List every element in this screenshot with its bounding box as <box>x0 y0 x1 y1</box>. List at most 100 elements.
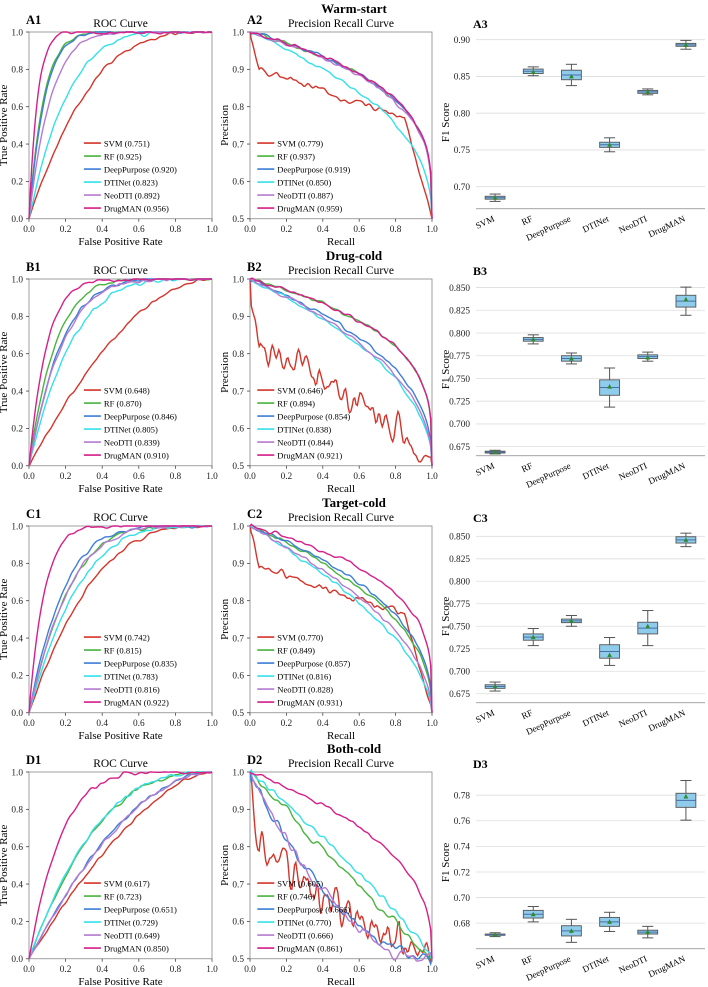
svg-text:0.825: 0.825 <box>449 306 470 316</box>
svg-text:0.4: 0.4 <box>317 225 329 235</box>
svg-text:0.8: 0.8 <box>390 965 402 975</box>
svg-text:0.8: 0.8 <box>170 718 182 728</box>
svg-text:0.6: 0.6 <box>11 350 23 360</box>
svg-text:0.0: 0.0 <box>11 955 23 965</box>
svg-text:0.9: 0.9 <box>232 312 244 322</box>
svg-text:0.8: 0.8 <box>390 225 402 235</box>
svg-text:0.850: 0.850 <box>449 284 470 294</box>
svg-text:0.4: 0.4 <box>317 472 329 482</box>
svg-text:Precision Recall Curve: Precision Recall Curve <box>288 512 394 524</box>
svg-text:0.0: 0.0 <box>244 225 256 235</box>
svg-text:A2: A2 <box>247 13 262 27</box>
svg-text:A3: A3 <box>473 17 488 31</box>
svg-text:NeoDTI: NeoDTI <box>617 460 648 482</box>
svg-text:0.8: 0.8 <box>232 843 244 853</box>
svg-text:Target-cold: Target-cold <box>322 495 387 510</box>
svg-text:1.0: 1.0 <box>206 718 218 728</box>
svg-text:Precision: Precision <box>219 104 231 145</box>
svg-text:RF (0.849): RF (0.849) <box>277 645 315 655</box>
svg-text:F1 Score: F1 Score <box>440 349 452 389</box>
svg-text:0.70: 0.70 <box>454 183 471 193</box>
svg-text:0.8: 0.8 <box>11 312 23 322</box>
svg-text:0.0: 0.0 <box>23 718 35 728</box>
svg-text:SVM: SVM <box>474 460 496 477</box>
svg-text:SVM: SVM <box>474 954 496 971</box>
svg-text:0.8: 0.8 <box>390 472 402 482</box>
svg-text:F1 Score: F1 Score <box>440 103 452 143</box>
svg-text:0.750: 0.750 <box>449 622 470 632</box>
svg-text:ROC Curve: ROC Curve <box>93 758 148 770</box>
svg-text:Recall: Recall <box>327 483 355 494</box>
svg-text:0.6: 0.6 <box>133 965 145 975</box>
svg-text:DrugMAN: DrugMAN <box>647 707 687 733</box>
svg-text:NeoDTI (0.844): NeoDTI (0.844) <box>277 437 333 447</box>
svg-text:0.74: 0.74 <box>454 843 471 853</box>
svg-text:0.4: 0.4 <box>317 965 329 975</box>
svg-text:RF (0.925): RF (0.925) <box>104 151 142 161</box>
svg-text:0.6: 0.6 <box>353 225 365 235</box>
svg-text:0.6: 0.6 <box>133 225 145 235</box>
svg-text:DTINet (0.770): DTINet (0.770) <box>277 918 331 928</box>
svg-text:1.0: 1.0 <box>11 275 23 285</box>
svg-text:DTINet: DTINet <box>581 213 611 234</box>
svg-text:D3: D3 <box>473 757 488 771</box>
svg-text:0.5: 0.5 <box>232 709 244 719</box>
svg-text:1.0: 1.0 <box>11 769 23 779</box>
svg-text:0.5: 0.5 <box>232 215 244 225</box>
svg-text:0.8: 0.8 <box>232 103 244 113</box>
svg-text:True Positive Rate: True Positive Rate <box>0 825 10 907</box>
svg-text:True Positive Rate: True Positive Rate <box>0 331 10 413</box>
svg-text:0.9: 0.9 <box>232 806 244 816</box>
svg-text:0.6: 0.6 <box>133 718 145 728</box>
svg-text:0.8: 0.8 <box>170 225 182 235</box>
svg-text:0.5: 0.5 <box>232 955 244 965</box>
svg-text:1.0: 1.0 <box>232 769 244 779</box>
svg-text:0.8: 0.8 <box>170 965 182 975</box>
svg-text:0.700: 0.700 <box>449 420 470 430</box>
svg-text:1.0: 1.0 <box>206 965 218 975</box>
svg-text:0.2: 0.2 <box>281 718 293 728</box>
svg-text:NeoDTI (0.666): NeoDTI (0.666) <box>277 931 333 941</box>
svg-text:Precision Recall Curve: Precision Recall Curve <box>288 18 394 30</box>
svg-text:NeoDTI (0.839): NeoDTI (0.839) <box>104 437 160 447</box>
svg-text:C1: C1 <box>26 507 41 521</box>
svg-text:0.4: 0.4 <box>96 225 108 235</box>
svg-text:0.800: 0.800 <box>449 329 470 339</box>
svg-text:DeepPurpose (0.835): DeepPurpose (0.835) <box>104 658 177 668</box>
svg-text:1.0: 1.0 <box>426 718 438 728</box>
svg-text:0.0: 0.0 <box>23 965 35 975</box>
svg-text:0.0: 0.0 <box>244 718 256 728</box>
svg-text:0.0: 0.0 <box>11 462 23 472</box>
svg-text:0.78: 0.78 <box>454 792 471 802</box>
svg-text:0.7: 0.7 <box>232 140 244 150</box>
svg-text:RF: RF <box>520 707 534 721</box>
svg-text:F1 Score: F1 Score <box>440 843 452 883</box>
svg-text:RF: RF <box>520 213 534 227</box>
svg-text:0.7: 0.7 <box>232 387 244 397</box>
svg-text:False Positive Rate: False Positive Rate <box>78 976 162 987</box>
svg-text:SVM: SVM <box>474 213 496 230</box>
svg-text:RF: RF <box>520 954 534 968</box>
svg-text:DeepPurpose (0.666): DeepPurpose (0.666) <box>277 905 350 915</box>
svg-text:0.2: 0.2 <box>281 472 293 482</box>
svg-text:0.8: 0.8 <box>390 718 402 728</box>
svg-text:0.7: 0.7 <box>232 634 244 644</box>
svg-text:SVM (0.648): SVM (0.648) <box>104 385 150 395</box>
svg-text:0.9: 0.9 <box>232 66 244 76</box>
svg-text:0.5: 0.5 <box>232 462 244 472</box>
svg-text:DeepPurpose (0.857): DeepPurpose (0.857) <box>277 658 350 668</box>
svg-text:0.4: 0.4 <box>96 965 108 975</box>
svg-text:SVM (0.751): SVM (0.751) <box>104 138 150 148</box>
svg-text:F1 Score: F1 Score <box>440 596 452 636</box>
svg-text:RF (0.815): RF (0.815) <box>104 645 142 655</box>
svg-text:0.2: 0.2 <box>11 424 23 434</box>
svg-text:0.0: 0.0 <box>23 472 35 482</box>
svg-text:SVM: SVM <box>474 707 496 724</box>
svg-text:0.6: 0.6 <box>11 597 23 607</box>
svg-text:1.0: 1.0 <box>426 965 438 975</box>
svg-text:NeoDTI (0.816): NeoDTI (0.816) <box>104 684 160 694</box>
svg-text:ROC Curve: ROC Curve <box>93 512 148 524</box>
svg-text:0.2: 0.2 <box>11 178 23 188</box>
svg-text:0.76: 0.76 <box>454 817 471 827</box>
svg-text:1.0: 1.0 <box>206 225 218 235</box>
